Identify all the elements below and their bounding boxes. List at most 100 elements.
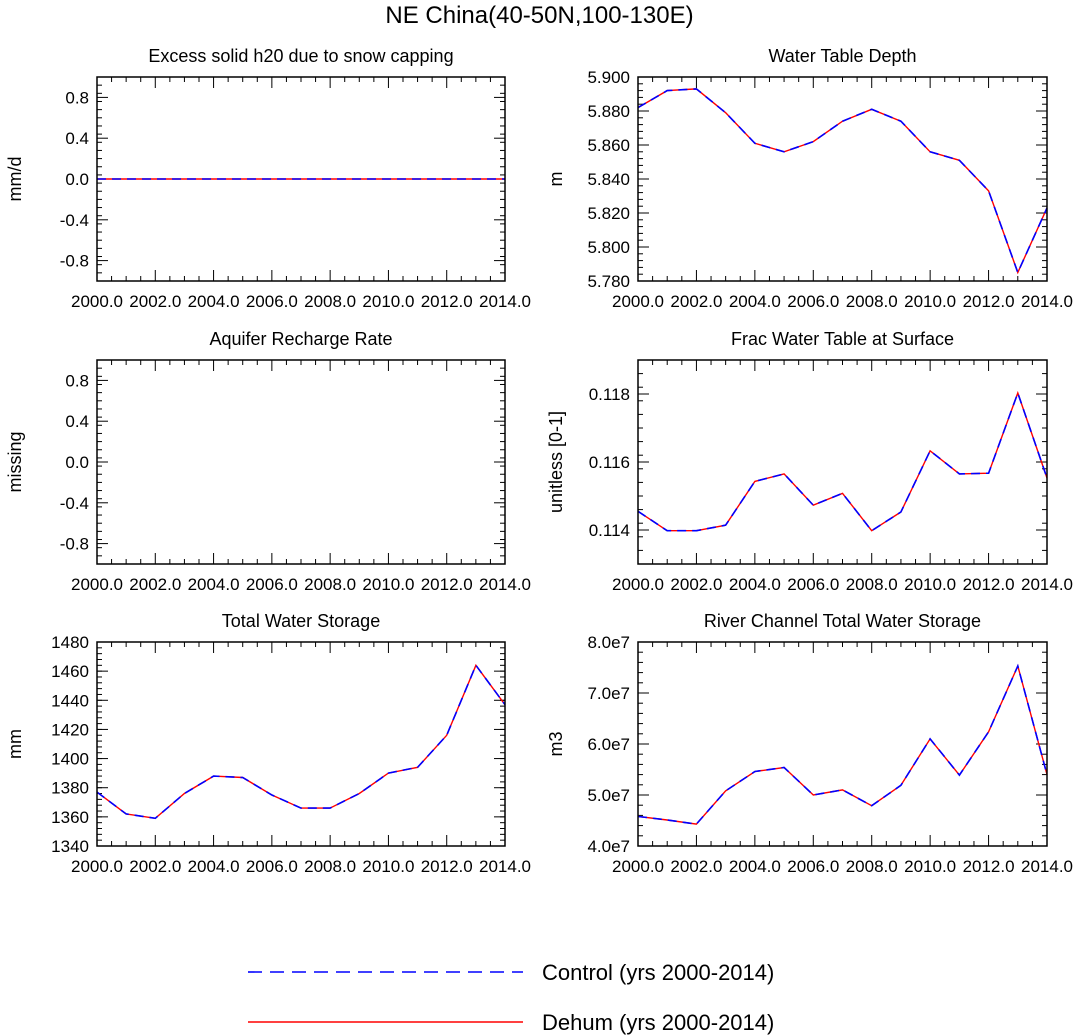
x-tick-label: 2014.0 <box>479 292 531 311</box>
x-tick-label: 2000.0 <box>612 857 664 876</box>
chart-title: Excess solid h20 due to snow capping <box>148 46 453 66</box>
y-tick-label: 0.4 <box>65 129 89 148</box>
x-tick-label: 2006.0 <box>246 575 298 594</box>
y-tick-label: 1440 <box>51 691 89 710</box>
x-tick-label: 2004.0 <box>729 575 781 594</box>
x-tick-label: 2004.0 <box>729 292 781 311</box>
series-line <box>637 390 1048 532</box>
series-line <box>637 88 1048 275</box>
x-tick-label: 2000.0 <box>71 292 123 311</box>
plot-frame <box>96 359 506 565</box>
chart-panel: River Channel Total Water Storage m3 2000.… <box>546 611 1073 876</box>
y-tick-label: 0.8 <box>65 88 89 107</box>
x-tick-label: 2010.0 <box>362 575 414 594</box>
y-tick-label: 1340 <box>51 837 89 856</box>
x-tick-label: 2000.0 <box>71 857 123 876</box>
chart-title: Frac Water Table at Surface <box>731 329 954 349</box>
y-tick-label: -0.8 <box>60 252 89 271</box>
legend: Control (yrs 2000-2014) Dehum (yrs 2000-2… <box>248 960 774 1035</box>
y-axis-label: missing <box>5 431 25 492</box>
y-tick-label: 5.800 <box>587 238 630 257</box>
chart-title: Aquifer Recharge Rate <box>209 329 392 349</box>
x-tick-label: 2012.0 <box>421 292 473 311</box>
y-tick-label: 5.820 <box>587 204 630 223</box>
x-tick-label: 2010.0 <box>362 857 414 876</box>
y-tick-label: 0.118 <box>589 385 630 404</box>
y-tick-label: 1360 <box>51 808 89 827</box>
y-tick-label: 0.0 <box>65 453 89 472</box>
x-tick-label: 2004.0 <box>188 575 240 594</box>
x-tick-label: 2014.0 <box>479 575 531 594</box>
x-tick-label: 2006.0 <box>787 575 839 594</box>
y-tick-label: 5.900 <box>587 68 630 87</box>
y-tick-label: 8.0e7 <box>587 633 630 652</box>
x-tick-label: 2002.0 <box>129 292 181 311</box>
x-tick-label: 2000.0 <box>612 292 664 311</box>
legend-label: Control (yrs 2000-2014) <box>542 960 774 985</box>
y-tick-label: 0.8 <box>65 371 89 390</box>
y-tick-label: 0.4 <box>65 412 89 431</box>
y-tick-label: -0.4 <box>60 494 89 513</box>
plot-frame <box>637 641 1048 847</box>
x-tick-label: 2002.0 <box>670 857 722 876</box>
legend-label: Dehum (yrs 2000-2014) <box>542 1010 774 1035</box>
x-tick-label: 2006.0 <box>246 292 298 311</box>
y-tick-label: 1460 <box>51 662 89 681</box>
plot-frame <box>637 359 1048 565</box>
x-tick-label: 2006.0 <box>787 857 839 876</box>
figure-title: NE China(40-50N,100-130E) <box>385 2 694 29</box>
y-tick-label: 7.0e7 <box>587 684 630 703</box>
y-tick-label: 1480 <box>51 633 89 652</box>
x-tick-label: 2008.0 <box>846 857 898 876</box>
y-tick-label: 0.114 <box>589 521 630 540</box>
y-tick-label: 5.860 <box>587 136 630 155</box>
x-tick-label: 2002.0 <box>670 292 722 311</box>
x-tick-label: 2008.0 <box>304 575 356 594</box>
y-tick-label: -0.8 <box>60 535 89 554</box>
chart-title: Total Water Storage <box>222 611 380 631</box>
x-tick-label: 2002.0 <box>129 575 181 594</box>
x-tick-label: 2014.0 <box>1021 857 1073 876</box>
y-tick-label: 5.840 <box>587 170 630 189</box>
y-tick-label: 5.880 <box>587 102 630 121</box>
series-line <box>637 663 1048 825</box>
y-tick-label: 1420 <box>51 720 89 739</box>
y-axis-label: mm/d <box>5 157 25 202</box>
chart-title: River Channel Total Water Storage <box>704 611 981 631</box>
x-tick-label: 2012.0 <box>421 575 473 594</box>
y-axis-label: m3 <box>546 731 566 756</box>
x-tick-label: 2004.0 <box>729 857 781 876</box>
y-axis-label: unitless [0-1] <box>546 411 566 513</box>
chart-panel: Aquifer Recharge Rate missing 2000.0 2002.0… <box>5 329 531 594</box>
chart-panel: Excess solid h20 due to snow capping mm/d… <box>5 46 531 311</box>
x-tick-label: 2008.0 <box>846 292 898 311</box>
x-tick-label: 2012.0 <box>963 292 1015 311</box>
y-axis-label: mm <box>5 729 25 759</box>
plot-frame <box>96 76 506 282</box>
y-tick-label: 1380 <box>51 779 89 798</box>
x-tick-label: 2002.0 <box>670 575 722 594</box>
x-tick-label: 2008.0 <box>304 857 356 876</box>
y-tick-label: 1400 <box>51 750 89 769</box>
plot-frame <box>637 76 1048 282</box>
x-tick-label: 2012.0 <box>963 575 1015 594</box>
y-tick-label: 4.0e7 <box>587 837 630 856</box>
y-tick-label: 6.0e7 <box>587 735 630 754</box>
y-tick-label: -0.4 <box>60 211 89 230</box>
x-tick-label: 2004.0 <box>188 292 240 311</box>
y-tick-label: 0.116 <box>589 453 630 472</box>
series-line <box>96 663 506 820</box>
y-axis-label: m <box>546 172 566 187</box>
chart-panel: Total Water Storage mm 2000.0 2002.0 2004.0 2… <box>5 611 531 876</box>
x-tick-label: 2008.0 <box>846 575 898 594</box>
x-tick-label: 2014.0 <box>1021 575 1073 594</box>
y-tick-label: 0.0 <box>65 170 89 189</box>
x-tick-label: 2010.0 <box>362 292 414 311</box>
x-tick-label: 2004.0 <box>188 857 240 876</box>
y-tick-label: 5.0e7 <box>587 786 630 805</box>
series-line <box>637 663 1048 825</box>
x-tick-label: 2006.0 <box>787 292 839 311</box>
series-line <box>96 663 506 820</box>
